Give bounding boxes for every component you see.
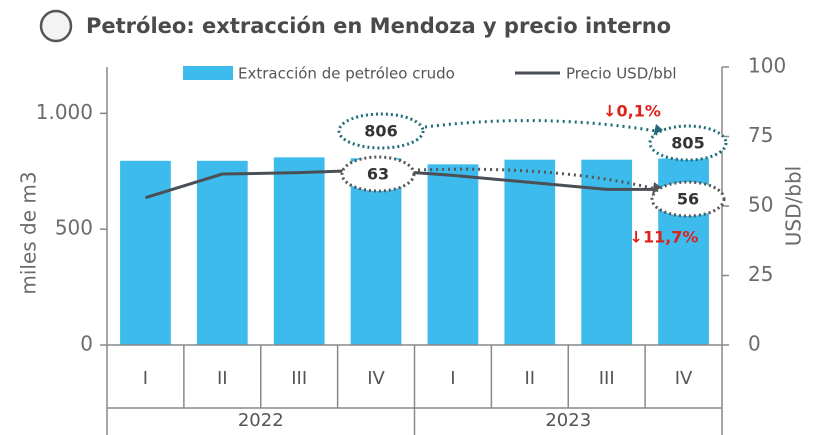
x-group-label: 2022 [238, 410, 284, 431]
bar [196, 160, 248, 345]
y-axis-label: miles de m3 [17, 171, 41, 294]
y2-tick-label: 0 [748, 332, 761, 356]
x-tick-label: III [599, 368, 615, 389]
label-bubble [337, 112, 425, 150]
data-label: 63 [367, 165, 389, 184]
x-tick-label: IV [367, 368, 385, 389]
data-label: 56 [677, 190, 699, 209]
y2-tick-label: 25 [748, 262, 773, 286]
bar [120, 160, 171, 345]
arrow [417, 167, 661, 192]
y-tick-label: 0 [80, 332, 93, 356]
legend: Extracción de petróleo crudo Precio USD/… [183, 65, 677, 83]
legend-label: Extracción de petróleo crudo [238, 65, 455, 83]
y2-tick-label: 50 [748, 193, 773, 217]
x-tick-label: II [525, 368, 536, 389]
x-group-label: 2023 [545, 410, 591, 431]
x-tick-label: IV [675, 368, 693, 389]
label-bubble [650, 180, 726, 218]
annotation: ↓0,1% [603, 102, 661, 121]
annotations: 806 63 805 56 ↓0,1% ↓11,7% [337, 102, 728, 247]
bar [504, 159, 556, 345]
x-tick-label: III [291, 368, 307, 389]
y-tick-label: 500 [55, 216, 93, 240]
annotation: ↓11,7% [630, 228, 699, 247]
label-bubble [648, 124, 728, 162]
y2-tick-label: 100 [748, 54, 786, 78]
data-label: 806 [364, 122, 397, 141]
x-tick-label: II [217, 368, 228, 389]
x-tick-label: I [143, 368, 148, 389]
bar [273, 157, 325, 345]
arrow [424, 119, 663, 134]
y2-tick-label: 75 [748, 123, 773, 147]
label-bubble [340, 155, 416, 193]
y2-axis-label: USD/bbl [782, 166, 806, 246]
x-tick-label: I [450, 368, 455, 389]
chart-title: Petróleo: extracción en Mendoza y precio… [86, 14, 671, 38]
title-icon [39, 9, 73, 43]
legend-swatch [183, 66, 233, 80]
legend-label: Precio USD/bbl [566, 65, 677, 83]
bar [427, 164, 479, 345]
data-label: 805 [671, 134, 704, 153]
y-tick-label: 1.000 [36, 100, 93, 124]
